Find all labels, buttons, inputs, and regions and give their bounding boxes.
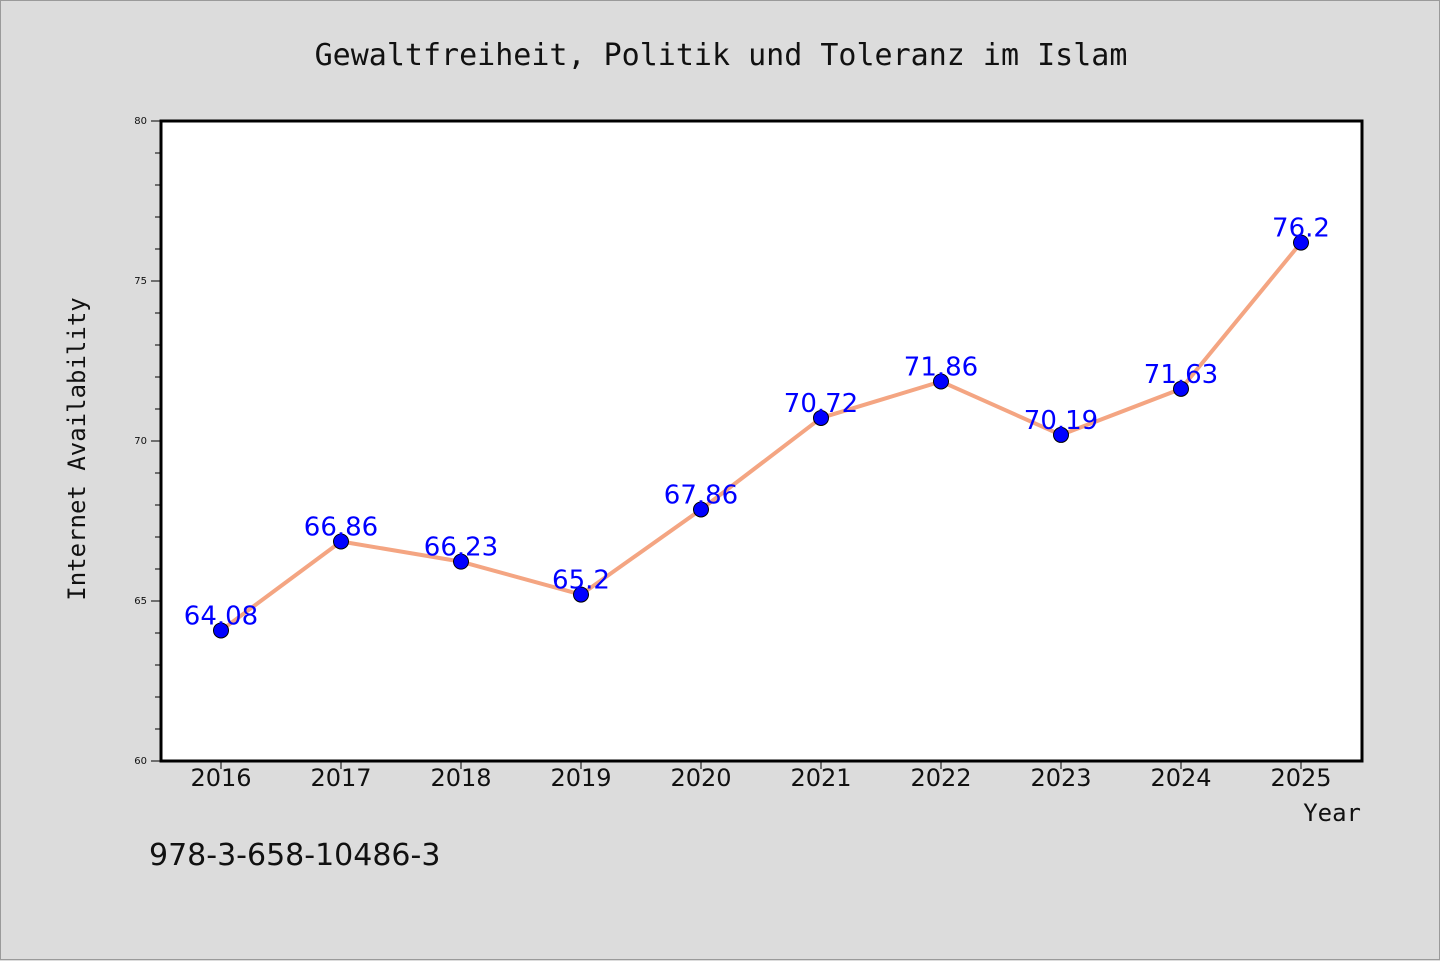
data-point [213,622,229,639]
y-tick-label: 75 [134,276,147,287]
series-line [219,240,1303,633]
data-point [333,533,349,550]
data-point [573,586,589,603]
data-point [1293,234,1309,251]
chart-title: Gewaltfreiheit, Politik und Toleranz im … [315,38,1128,73]
x-axis-label: Year [1303,799,1361,827]
x-axis: 2016 2017 2018 2019 2020 2021 2022 2023 2024 2025 [190,761,1332,792]
x-tick-label: 2016 [190,764,251,792]
y-tick-label: 70 [134,436,147,447]
y-tick-label: 60 [134,756,147,767]
x-tick-label: 2024 [1150,764,1211,792]
data-label: 71.63 [1144,360,1218,390]
data-point [1173,380,1189,397]
data-label: 70.19 [1024,406,1098,436]
series-group [213,234,1309,639]
x-tick-label: 2019 [550,764,611,792]
data-point [813,409,829,426]
data-label: 64.08 [184,601,258,631]
data-label: 65.2 [552,566,610,596]
data-label: 66.86 [304,512,378,542]
isbn-text: 978-3-658-10486-3 [149,838,440,873]
data-label: 76.2 [1272,214,1330,244]
data-point [1053,426,1069,443]
data-labels: 64.08 66.86 66.23 65.2 67.86 70.72 71.86 70.19 7… [184,214,1330,632]
y-tick-label: 80 [134,116,147,127]
data-label: 67.86 [664,480,738,510]
plot-area [161,121,1362,761]
x-tick-label: 2018 [430,764,491,792]
y-axis: 60 65 70 75 80 [134,116,161,767]
x-tick-label: 2025 [1270,764,1331,792]
x-tick-label: 2023 [1030,764,1091,792]
y-tick-label: 65 [134,596,147,607]
data-label: 66.23 [424,533,498,563]
data-label: 70.72 [784,389,858,419]
y-axis-label: Internet Availability [63,297,91,600]
x-tick-label: 2022 [910,764,971,792]
data-point [453,553,469,570]
plot-frame [159,119,1364,763]
data-point [693,501,709,518]
data-label: 71.86 [904,352,978,382]
x-tick-label: 2020 [670,764,731,792]
x-tick-label: 2021 [790,764,851,792]
x-tick-label: 2017 [310,764,371,792]
data-point [933,373,949,390]
